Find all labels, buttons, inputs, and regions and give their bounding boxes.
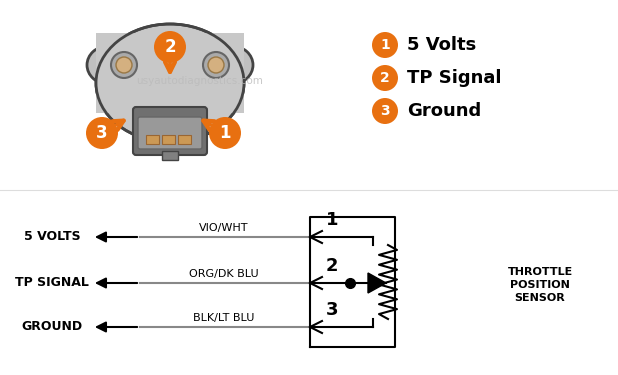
Circle shape	[208, 57, 224, 73]
Circle shape	[372, 32, 398, 58]
Text: 1: 1	[219, 124, 231, 142]
Ellipse shape	[87, 46, 129, 84]
Ellipse shape	[96, 24, 244, 142]
Text: 2: 2	[164, 38, 176, 56]
FancyBboxPatch shape	[138, 117, 202, 149]
Text: 2: 2	[380, 71, 390, 85]
Text: TP SIGNAL: TP SIGNAL	[15, 276, 89, 290]
Bar	[96, 33, 244, 113]
Ellipse shape	[211, 46, 253, 84]
Text: POSITION: POSITION	[510, 280, 570, 290]
Text: 2: 2	[326, 257, 338, 275]
Bar	[162, 151, 178, 160]
Bar	[146, 135, 159, 144]
Bar	[178, 135, 191, 144]
Text: SENSOR: SENSOR	[515, 293, 565, 303]
Text: ORG/DK BLU: ORG/DK BLU	[189, 269, 259, 279]
Circle shape	[86, 117, 118, 149]
Text: VIO/WHT: VIO/WHT	[199, 223, 249, 233]
Text: 3: 3	[380, 104, 390, 118]
Circle shape	[372, 65, 398, 91]
Text: 5 VOLTS: 5 VOLTS	[23, 231, 80, 243]
Circle shape	[209, 117, 241, 149]
FancyBboxPatch shape	[133, 107, 207, 155]
Text: 3: 3	[96, 124, 108, 142]
Text: 1: 1	[326, 211, 338, 229]
Circle shape	[111, 52, 137, 78]
Text: TP Signal: TP Signal	[407, 69, 501, 87]
Circle shape	[116, 57, 132, 73]
Polygon shape	[368, 273, 386, 293]
Text: 3: 3	[326, 301, 338, 319]
Text: usyautodiagnostics.com: usyautodiagnostics.com	[137, 76, 263, 86]
Text: GROUND: GROUND	[22, 321, 83, 333]
Circle shape	[372, 98, 398, 124]
Text: BLK/LT BLU: BLK/LT BLU	[193, 313, 255, 323]
Text: THROTTLE: THROTTLE	[507, 267, 573, 277]
Text: 5 Volts: 5 Volts	[407, 36, 476, 54]
Text: 1: 1	[380, 38, 390, 52]
Circle shape	[154, 31, 186, 63]
Bar	[162, 135, 175, 144]
Circle shape	[203, 52, 229, 78]
Text: Ground: Ground	[407, 102, 481, 120]
